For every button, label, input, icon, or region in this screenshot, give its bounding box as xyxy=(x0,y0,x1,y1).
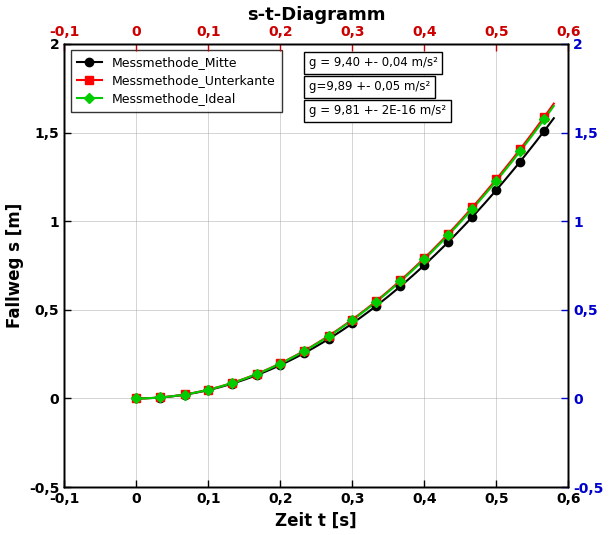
Text: g = 9,81 +- 2E-16 m/s²: g = 9,81 +- 2E-16 m/s² xyxy=(309,104,446,117)
Text: g=9,89 +- 0,05 m/s²: g=9,89 +- 0,05 m/s² xyxy=(309,80,430,93)
Text: g = 9,40 +- 0,04 m/s²: g = 9,40 +- 0,04 m/s² xyxy=(309,56,438,70)
X-axis label: Zeit t [s]: Zeit t [s] xyxy=(275,511,357,530)
X-axis label: s-t-Diagramm: s-t-Diagramm xyxy=(247,5,385,24)
Legend: Messmethode_Mitte, Messmethode_Unterkante, Messmethode_Ideal: Messmethode_Mitte, Messmethode_Unterkant… xyxy=(71,50,282,112)
Y-axis label: Fallweg s [m]: Fallweg s [m] xyxy=(5,203,24,328)
